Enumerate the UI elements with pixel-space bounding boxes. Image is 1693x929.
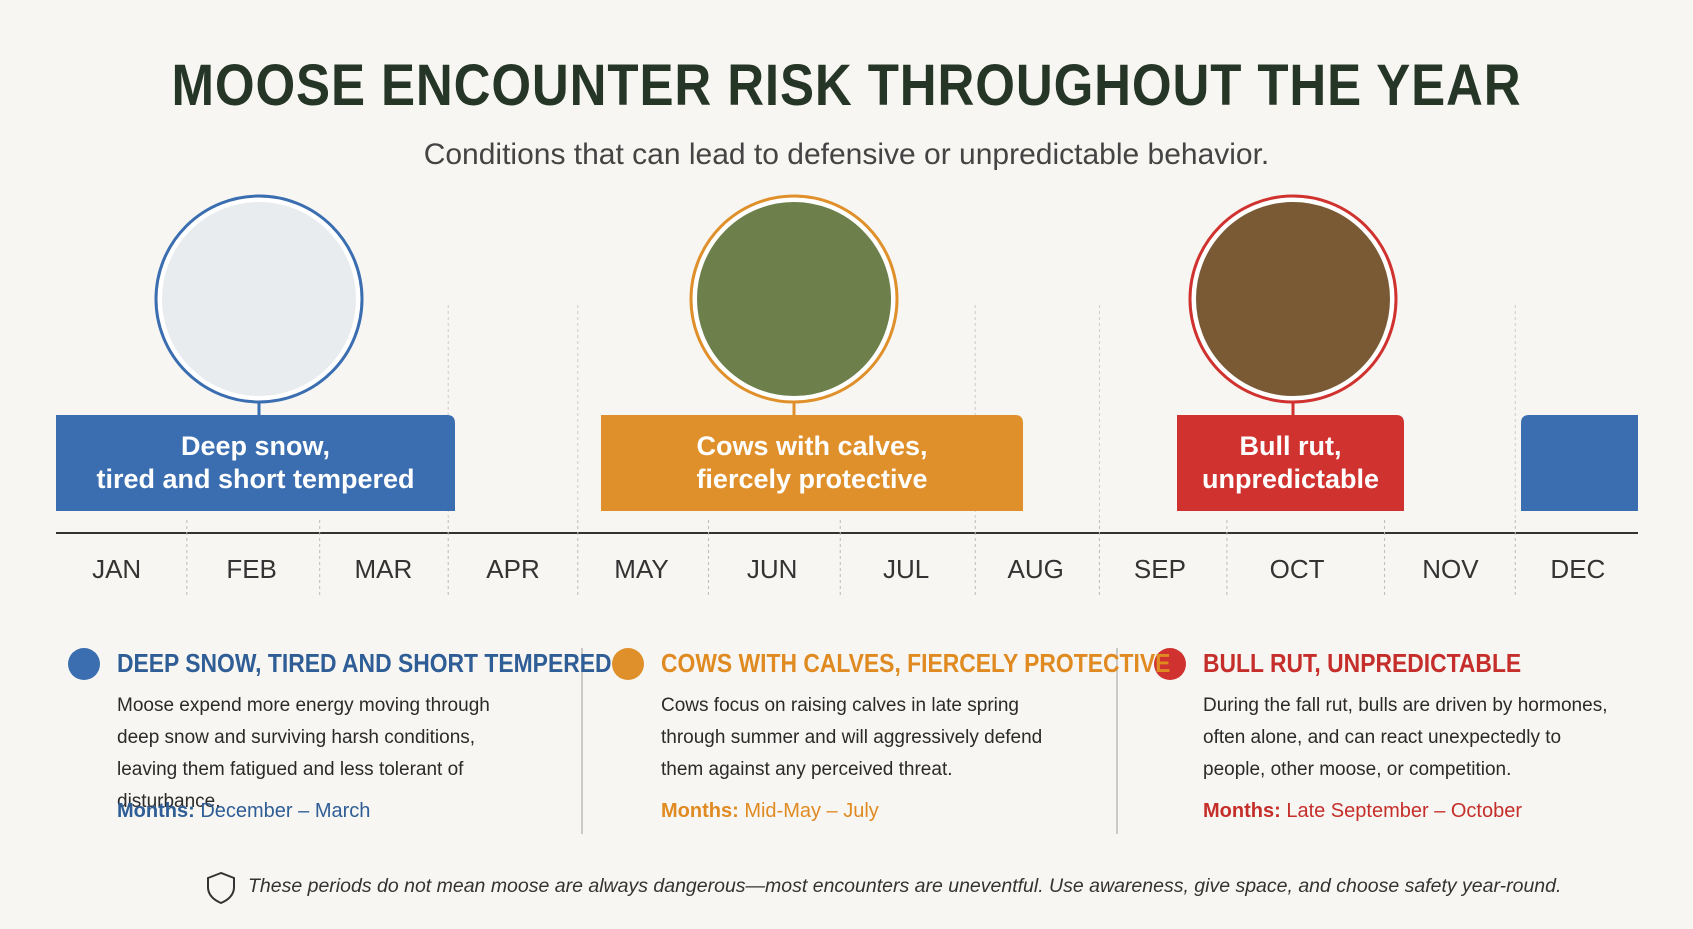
month-label: NOV [1422, 554, 1479, 584]
period-label: Deep snow, tired and short tempered [56, 430, 455, 496]
detail-heading: BULL RUT, UNPREDICTABLE [1203, 648, 1522, 678]
title: MOOSE ENCOUNTER RISK THROUGHOUT THE YEAR [171, 53, 1522, 118]
period-label-line: unpredictable [1201, 464, 1380, 494]
months-value: December – March [200, 800, 371, 822]
detail-months: Months: December – March [117, 800, 370, 823]
month-label: SEP [1133, 554, 1186, 584]
detail-heading: DEEP SNOW, TIRED AND SHORT TEMPERED [117, 648, 612, 678]
month-label: JAN [92, 554, 142, 584]
detail-body: Cows focus on raising calves in late spr… [661, 695, 1043, 780]
months-value: Mid-May – July [744, 800, 879, 822]
detail-heading: COWS WITH CALVES, FIERCELY PROTECTIVE [661, 648, 1171, 678]
period-label: Cows with calves, fiercely protective [601, 430, 1023, 496]
detail-body: Moose expend more energy moving through … [117, 695, 490, 812]
period-label-line: Bull rut, [1239, 431, 1342, 461]
subtitle: Conditions that can lead to defensive or… [423, 138, 1270, 171]
months-label: Months: [1203, 800, 1281, 822]
detail-body: During the fall rut, bulls are driven by… [1203, 695, 1608, 780]
legend-dot [68, 648, 100, 680]
detail-months: Months: Mid-May – July [661, 800, 879, 823]
month-label: DEC [1550, 554, 1606, 584]
months-label: Months: [661, 800, 739, 822]
months-value: Late September – October [1286, 800, 1523, 822]
photo-circle [156, 196, 362, 402]
period-label: Bull rut, unpredictable [1177, 430, 1404, 496]
period-label-line: Cows with calves, [696, 431, 928, 461]
month-label: JUN [746, 554, 798, 584]
period-bar [1521, 415, 1638, 511]
month-label: FEB [226, 554, 277, 584]
month-label: MAR [354, 554, 413, 584]
legend-dot [1154, 648, 1186, 680]
month-label: MAY [614, 554, 669, 584]
photo-ring [689, 194, 899, 404]
months-label: Months: [117, 800, 195, 822]
legend-dot [612, 648, 644, 680]
footer-note: These periods do not mean moose are alwa… [248, 875, 1562, 897]
period-bar [1177, 415, 1404, 511]
shield-icon [207, 871, 235, 905]
period-bar [56, 415, 455, 511]
month-label: JUL [882, 554, 930, 584]
period-bar [601, 415, 1023, 511]
photo-circle [1190, 196, 1396, 402]
photo-ring [1188, 194, 1398, 404]
period-label-line: tired and short tempered [96, 464, 415, 494]
month-label: APR [486, 554, 540, 584]
month-label: AUG [1007, 554, 1064, 584]
photo-ring [154, 194, 364, 404]
period-label-line: fiercely protective [696, 464, 928, 494]
photo-circle [691, 196, 897, 402]
detail-months: Months: Late September – October [1203, 800, 1522, 823]
period-label-line: Deep snow, [180, 431, 331, 461]
month-label: OCT [1269, 554, 1325, 584]
